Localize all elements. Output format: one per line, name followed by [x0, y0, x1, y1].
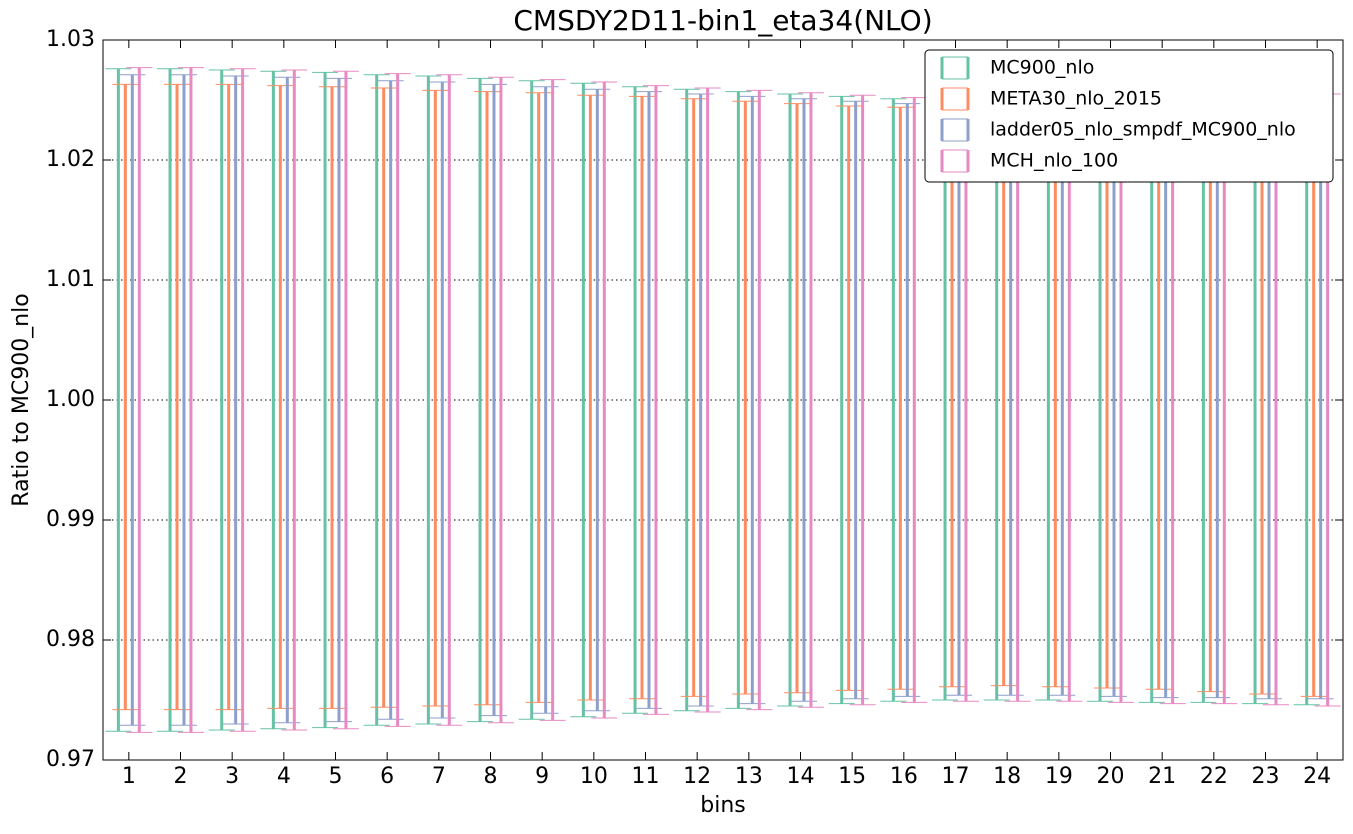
legend: MC900_nlo META30_nlo_2015 ladder05_nlo_smp…: [924, 49, 1334, 183]
x-tick-label: 1: [122, 764, 136, 789]
x-tick-label: 11: [632, 764, 660, 789]
x-tick-label: 12: [683, 764, 711, 789]
legend-label: MCH_nlo_100: [990, 150, 1118, 172]
x-tick-label: 16: [890, 764, 918, 789]
legend-label: MC900_nlo: [990, 57, 1094, 79]
y-axis-label: Ratio to MC900_nlo: [9, 293, 34, 506]
x-tick-label: 2: [174, 764, 188, 789]
x-tick-label: 19: [1045, 764, 1073, 789]
y-tick-label: 0.97: [46, 747, 95, 772]
x-tick-label: 14: [787, 764, 815, 789]
x-tick-label: 7: [432, 764, 446, 789]
x-tick-label: 22: [1200, 764, 1228, 789]
x-tick-label: 9: [535, 764, 549, 789]
x-tick-label: 10: [580, 764, 608, 789]
y-tick-label: 1.02: [46, 147, 95, 172]
plot-frame: [102, 39, 1344, 761]
legend-label: ladder05_nlo_smpdf_MC900_nlo: [990, 119, 1296, 141]
y-tick-label: 0.98: [46, 627, 95, 652]
x-tick-label: 13: [735, 764, 763, 789]
x-tick-label: 17: [942, 764, 970, 789]
y-tick-label: 1.01: [46, 267, 95, 292]
y-tick-label: 1.03: [46, 27, 95, 52]
x-tick-label: 20: [1097, 764, 1125, 789]
x-tick-label: 21: [1148, 764, 1176, 789]
x-tick-label: 5: [329, 764, 343, 789]
legend-box: [924, 49, 1334, 183]
x-tick-label: 8: [484, 764, 498, 789]
x-tick-label: 18: [993, 764, 1021, 789]
x-tick-label: 24: [1303, 764, 1331, 789]
x-tick-label: 4: [277, 764, 291, 789]
x-tick-label: 3: [225, 764, 239, 789]
x-axis-label: bins: [700, 793, 745, 818]
x-tick-label: 6: [380, 764, 394, 789]
y-tick-label: 0.99: [46, 507, 95, 532]
x-tick-label: 15: [838, 764, 866, 789]
legend-label: META30_nlo_2015: [990, 88, 1162, 110]
x-tick-label: 23: [1252, 764, 1280, 789]
y-tick-label: 1.00: [46, 387, 95, 412]
chart-title: CMSDY2D11-bin1_eta34(NLO): [513, 4, 932, 37]
